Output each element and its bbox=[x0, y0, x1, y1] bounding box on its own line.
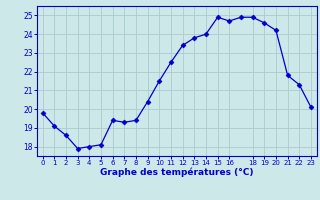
X-axis label: Graphe des températures (°C): Graphe des températures (°C) bbox=[100, 168, 253, 177]
